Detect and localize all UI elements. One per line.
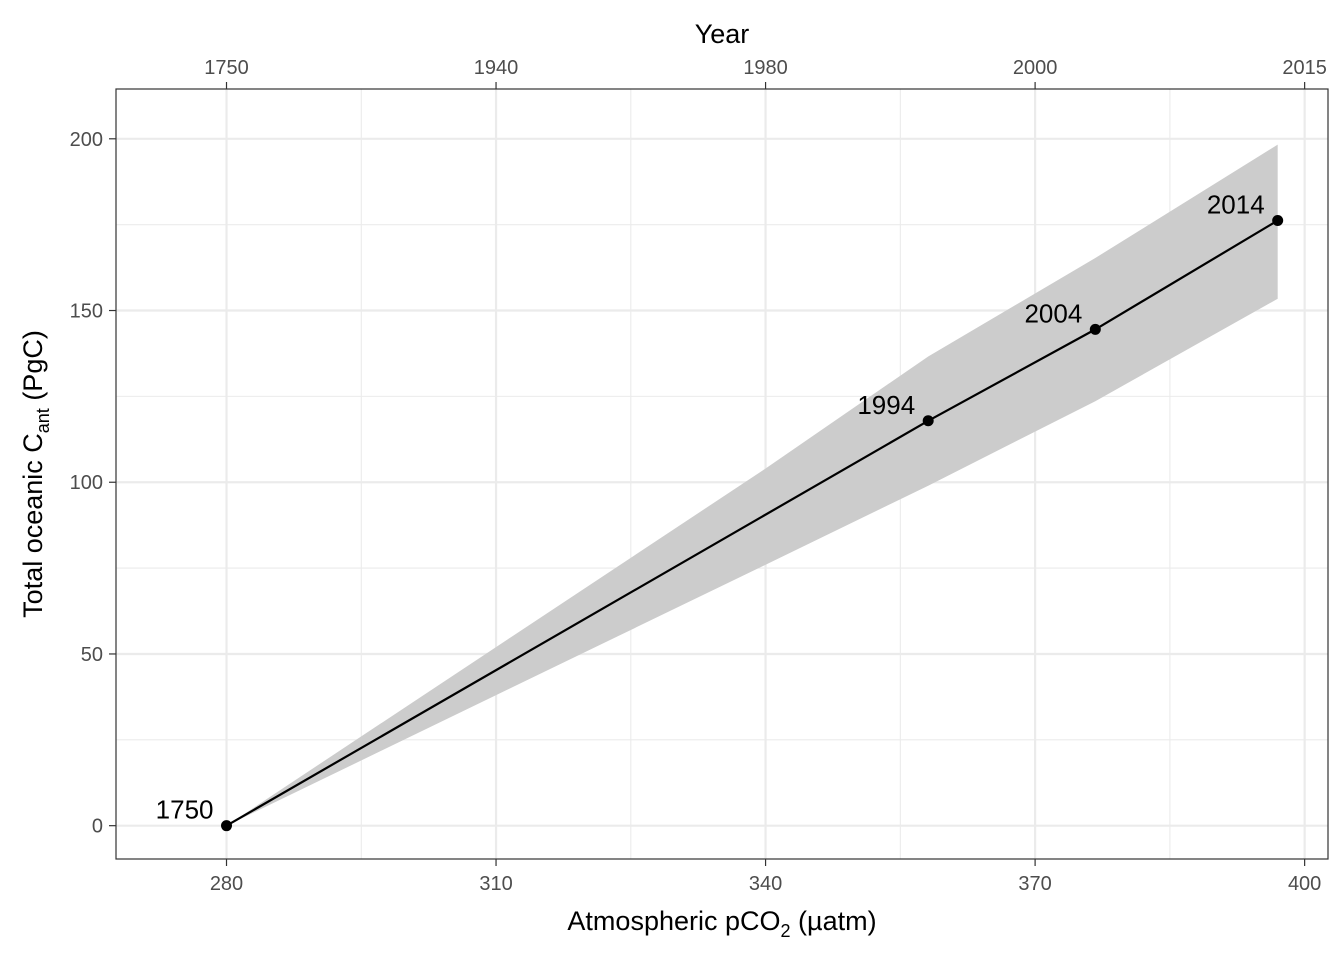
x-tick-label: 310 [479, 873, 512, 895]
x-axis-title: Atmospheric pCO2 (µatm) [567, 906, 876, 941]
grid-minor-lines [116, 89, 1328, 859]
y-axis-title-subscript: ant [33, 408, 53, 433]
point-label: 1750 [156, 795, 214, 825]
axis-tick-labels: 280 310 340 370 400 1750 1940 1980 2000 2015 0 50 10… [70, 57, 1327, 895]
top-tick-label: 2000 [1013, 57, 1058, 79]
panel-border [115, 88, 1329, 860]
x-tick-label: 280 [210, 873, 243, 895]
top-tick-label: 1940 [474, 57, 519, 79]
y-tick-label: 0 [92, 816, 103, 838]
top-tick-label: 2015 [1282, 57, 1327, 79]
point-label: 2004 [1024, 298, 1082, 328]
y-axis-title-unit: (PgC) [18, 330, 48, 408]
data-point [1089, 323, 1101, 335]
confidence-ribbon [226, 144, 1278, 826]
x-axis-title-subscript: 2 [781, 921, 791, 941]
top-axis-title: Year [695, 19, 750, 49]
x-axis-title-main: Atmospheric pCO [567, 906, 780, 936]
y-axis-title: Total oceanic Cant (PgC) [18, 330, 53, 618]
y-axis-title-main: Total oceanic C [18, 433, 48, 618]
y-tick-label: 150 [70, 301, 103, 323]
axis-ticks [109, 82, 1306, 866]
data-points [221, 215, 1284, 832]
grid-major-lines [116, 89, 1328, 859]
top-tick-label: 1980 [743, 57, 788, 79]
x-tick-label: 400 [1288, 873, 1321, 895]
series-line [225, 219, 1279, 827]
y-tick-label: 50 [81, 644, 103, 666]
x-tick-label: 370 [1018, 873, 1051, 895]
y-tick-label: 100 [70, 472, 103, 494]
data-point [1272, 215, 1284, 227]
point-label: 2014 [1207, 190, 1265, 220]
point-label: 1994 [857, 390, 915, 420]
top-tick-label: 1750 [204, 57, 249, 79]
data-point [221, 820, 233, 832]
x-tick-label: 340 [749, 873, 782, 895]
point-labels: 1750 1994 2004 2014 [156, 190, 1265, 825]
data-point [922, 415, 934, 427]
y-tick-label: 200 [70, 129, 103, 151]
x-axis-title-unit: (µatm) [791, 906, 877, 936]
